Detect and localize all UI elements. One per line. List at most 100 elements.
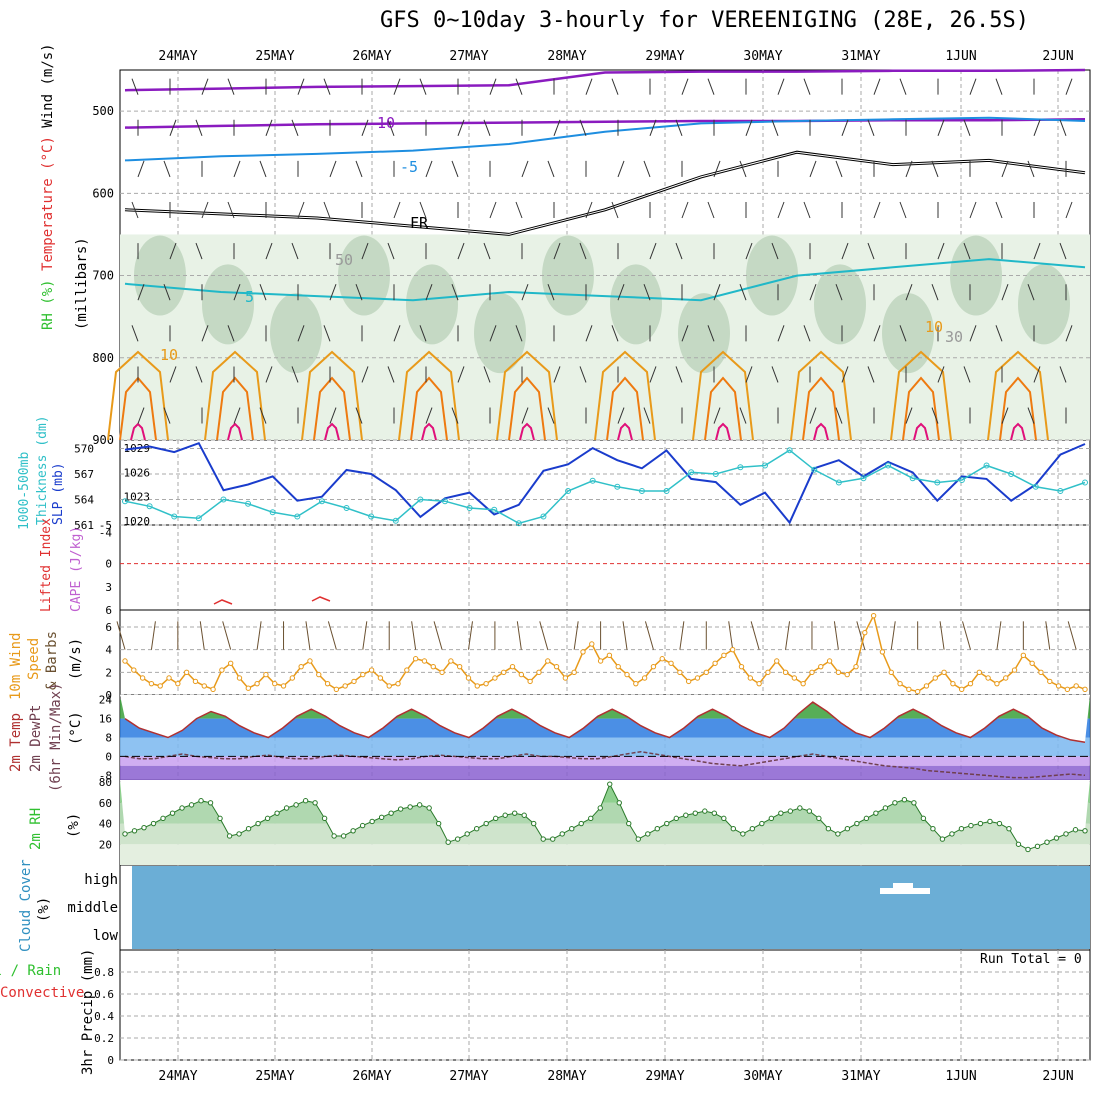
surface-wind-barb (728, 621, 734, 650)
thickness-point (688, 469, 695, 476)
wind-barb (425, 160, 433, 178)
wind-speed-point (386, 683, 392, 689)
surface-wind-barb (362, 621, 368, 650)
precip-tick-label: 0.4 (94, 1010, 114, 1023)
wind-barb (931, 160, 939, 178)
rh-point (1053, 835, 1060, 841)
isotherm-20-hump (227, 422, 243, 441)
rh-point (464, 831, 470, 837)
wind-barb (995, 78, 1003, 95)
thickness-point (417, 496, 424, 503)
rh-mask (120, 780, 1090, 850)
wind-barb (745, 119, 753, 136)
date-label-bottom: 24MAY (158, 1069, 197, 1084)
wind-barb (131, 78, 139, 95)
li-axis-label: Lifted Index (39, 518, 54, 612)
chart-title: GFS 0~10day 3-hourly for VEREENIGING (28… (380, 8, 1030, 33)
wind-speed-point (219, 667, 225, 673)
wind-barb (169, 366, 177, 383)
wind-barb (233, 407, 241, 424)
wind-speed-point (844, 671, 850, 678)
surface-wind-barb (856, 621, 866, 650)
wind-speed-point (994, 680, 1000, 687)
wind-barb (201, 78, 209, 95)
wind-speed-point (351, 678, 357, 685)
rh-point (198, 798, 204, 804)
li-tick-label: -5 (99, 519, 112, 532)
wind-speed-point (597, 658, 604, 664)
wind-speed-point (782, 669, 789, 676)
wind-speed-point (1038, 669, 1044, 676)
rh-point (721, 815, 727, 822)
isotherm-10-hump (594, 350, 656, 441)
wind-barb (297, 325, 305, 342)
wind-barb (265, 242, 273, 260)
wind-barb (163, 407, 171, 424)
cloud-axis-label: (%) (36, 897, 52, 922)
surface-wind-barb (890, 621, 896, 650)
wind-barb (227, 325, 235, 342)
wind-barb (809, 160, 817, 178)
li-tick-label: 6 (105, 604, 112, 617)
wind-tick-label: 2 (105, 666, 112, 679)
pressure-tick-label: 700 (92, 269, 114, 283)
wind-barb (873, 78, 881, 95)
isotherm-15-hump (999, 376, 1037, 441)
wind-barb (131, 201, 139, 219)
rh-point (1015, 841, 1022, 847)
rh-tick-label: 20 (99, 838, 112, 851)
wind-barb (963, 119, 971, 136)
rh-point (673, 815, 679, 822)
thickness-point (638, 488, 645, 494)
temperature-axis-label: 2m Temp (8, 713, 24, 772)
slp-line (124, 441, 1086, 525)
wind-barb (387, 366, 395, 383)
thickness-point (466, 505, 473, 511)
isotherm-minus10-upper (124, 68, 1086, 92)
wind-barb (1033, 119, 1041, 136)
wind-barb (931, 407, 939, 424)
date-label-top: 28MAY (547, 49, 586, 64)
wind-speed-point (641, 675, 648, 681)
isotherm-15-hump (508, 376, 546, 441)
rh-point (283, 805, 290, 811)
wind-barb (393, 78, 401, 95)
rh-point (407, 804, 413, 810)
wind-barb (643, 160, 651, 178)
temperature-band (120, 765, 1090, 780)
wind-speed-point (518, 671, 525, 678)
temperature-tick-label: -8 (99, 769, 112, 782)
wind-tick-label: 4 (105, 644, 112, 657)
wind-speed-point (571, 669, 577, 676)
rh-point (1025, 846, 1031, 853)
wind-barb (803, 325, 811, 342)
surface-wind-barb (150, 621, 156, 650)
wind-axis-label: & Barbs (44, 631, 60, 690)
wind-speed-point (606, 652, 613, 659)
temperature-band (120, 737, 1090, 757)
wind-barb (873, 201, 881, 219)
wind-speed-point (342, 683, 348, 689)
wind-barb (681, 201, 689, 219)
wind-barb (777, 201, 785, 219)
temperature-axis-label: (°C) (68, 711, 84, 745)
wind-barb (329, 407, 337, 424)
wind-barb (739, 284, 747, 301)
wind-barb (227, 78, 235, 95)
rh-point (578, 820, 584, 827)
wind-barb (873, 325, 881, 342)
thickness-axis-label: Thickness (dm) (35, 415, 50, 525)
wind-barb (425, 407, 433, 424)
upper-axis-label: RH (%) Temperature (°C) Wind (m/s) (40, 43, 56, 330)
wind-barb (425, 284, 433, 301)
rh-point (911, 800, 917, 806)
wind-barb (233, 160, 241, 178)
wind-speed-point (694, 675, 701, 681)
wind-barb (1065, 201, 1073, 219)
wind-speed-point (923, 683, 930, 689)
isotherm-15-hump (802, 376, 840, 441)
slp-tick-label: 1026 (124, 466, 151, 479)
rh-point (740, 831, 746, 837)
rh-point (255, 820, 261, 827)
